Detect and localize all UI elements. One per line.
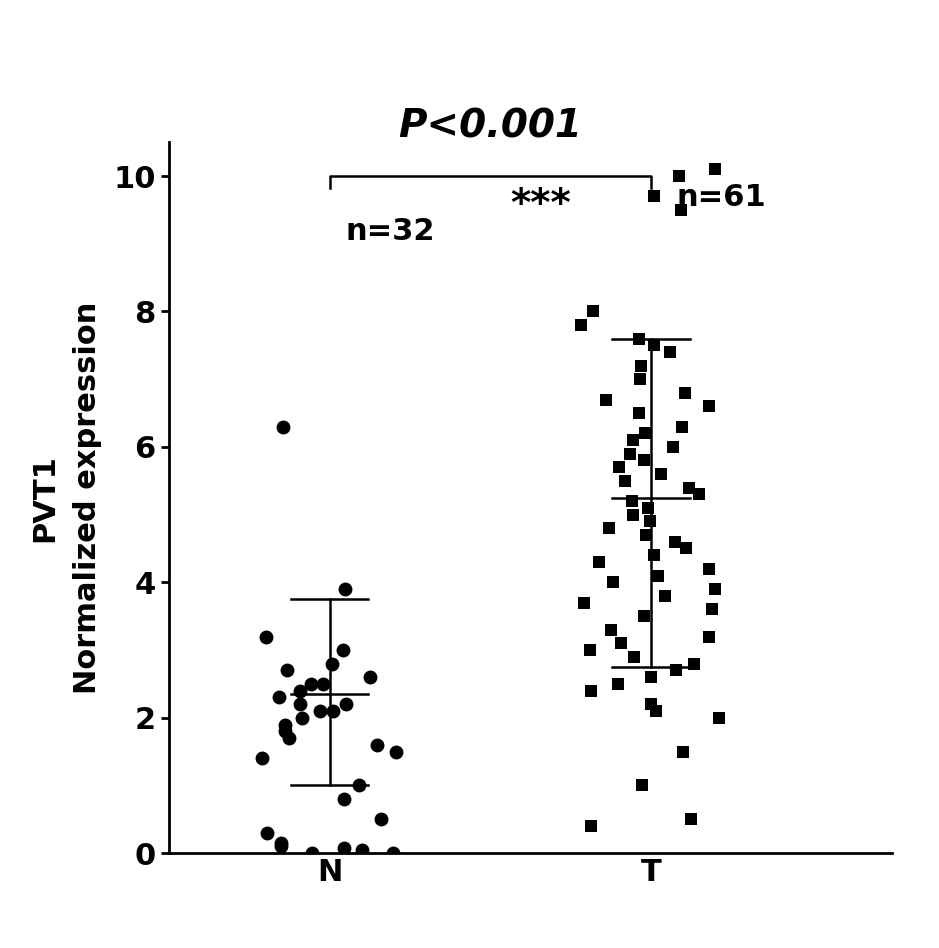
Point [337,581,352,596]
Point [625,507,640,522]
Point [701,399,716,414]
Point [258,629,273,644]
Point [617,473,632,488]
Point [649,703,664,719]
Point [674,419,689,434]
Point [362,669,377,684]
Point [584,818,599,833]
Point [647,548,662,563]
Point [389,744,404,759]
Point [623,447,638,462]
Point [635,778,650,793]
Point [682,480,697,495]
Point [583,684,598,699]
Point [586,304,601,319]
Point [573,318,588,333]
Point [355,842,370,857]
Point [632,331,647,346]
Point [625,432,640,447]
Point [675,744,690,759]
Point [336,792,351,807]
Point [293,684,308,699]
Point [293,697,308,712]
Point [324,656,339,671]
Point [671,169,686,184]
Text: P<0.001: P<0.001 [398,107,582,146]
Point [691,486,706,501]
Point [369,738,384,753]
Point [260,826,275,841]
Point [704,602,719,617]
Point [669,663,684,678]
Text: n=61: n=61 [677,183,766,211]
Point [637,453,652,468]
Point [313,703,328,719]
Point [651,568,666,583]
Point [295,710,310,725]
Point [275,419,290,434]
Point [638,426,653,441]
Point [640,501,655,516]
Point [326,703,341,719]
Point [644,697,659,712]
Point [626,649,641,665]
Text: n=32: n=32 [346,217,436,246]
Point [316,676,331,691]
Point [633,358,648,374]
Point [647,337,662,353]
Point [304,846,319,861]
Point [303,676,318,691]
Point [598,392,613,407]
Point [707,581,722,596]
Point [606,574,621,590]
Point [642,514,657,529]
Point [277,717,292,732]
Point [647,189,662,204]
Text: ***: *** [510,186,571,225]
Point [273,839,288,854]
Point [711,710,726,725]
Point [280,663,295,678]
Point [612,460,627,475]
Point [386,846,401,861]
Point [351,778,366,793]
Point [338,697,353,712]
Point [708,162,723,177]
Point [273,835,288,850]
Point [613,636,628,651]
Point [271,690,286,705]
Point [277,723,292,738]
Point [657,589,672,604]
Point [374,811,389,827]
Point [639,527,654,542]
Y-axis label: PVT1
Normalized expression: PVT1 Normalized expression [30,301,102,694]
Point [335,643,350,658]
Point [602,520,617,536]
Point [683,811,698,827]
Point [666,439,681,454]
Point [633,372,648,387]
Point [663,344,678,359]
Point [592,555,607,570]
Point [678,385,693,400]
Point [610,676,625,691]
Point [637,609,652,624]
Point [577,595,592,611]
Point [254,751,269,766]
Point [624,494,639,509]
Point [686,656,701,671]
Point [701,561,716,576]
Point [643,669,658,684]
Point [282,731,297,746]
Point [679,541,694,556]
Point [631,406,646,421]
Point [603,622,618,637]
Point [582,643,597,658]
Point [654,466,669,482]
Point [668,534,683,549]
Point [701,629,716,644]
Point [673,202,688,217]
Point [336,840,351,855]
